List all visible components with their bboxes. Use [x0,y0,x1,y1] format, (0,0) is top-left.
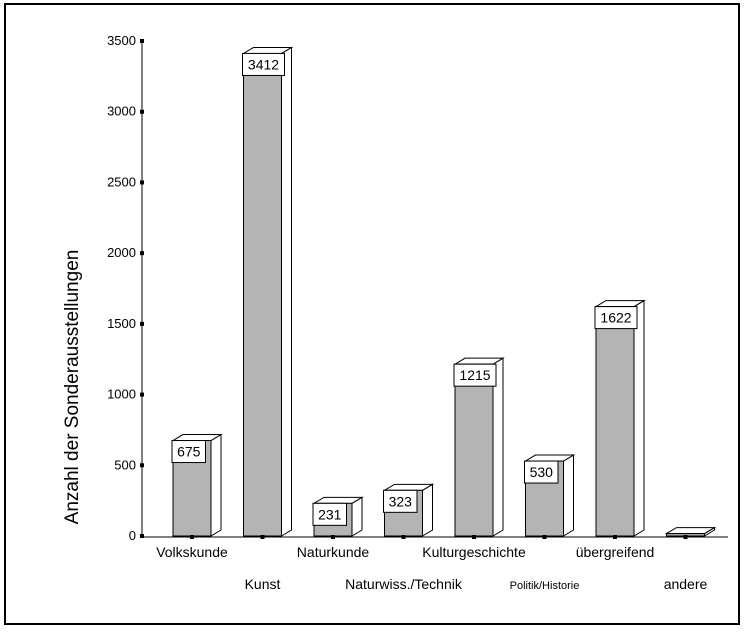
y-tick-label: 3000 [107,104,136,119]
value-label-box: 323 [383,489,418,513]
value-label-bg [312,502,347,526]
y-tick-mark [140,321,144,326]
bar-3: 231 [312,496,364,537]
bar-5: 1215 [453,357,505,537]
x-category-label: übergreifend [576,544,655,560]
bar-side [281,46,292,537]
value-label: 1215 [459,367,490,383]
bar-side [563,454,574,537]
value-label-box: 3412 [242,52,285,76]
x-tick-mark [542,535,547,539]
bar-4: 323 [382,483,435,537]
value-label: 231 [318,506,342,522]
y-tick-mark [140,392,144,397]
y-tick-mark [140,39,144,43]
x-category-label: Volkskunde [156,544,228,560]
y-tick-mark [140,463,144,468]
bars: 675 3412 231 323 1215 530 1622 [171,46,717,537]
bar-8 [664,526,717,537]
value-label-bg [453,363,497,387]
bar-6: 530 [523,454,576,537]
bar-side [633,299,645,537]
x-tick-mark [190,535,194,539]
bar-front [243,52,282,537]
value-label-bg [594,306,638,330]
bar-1: 675 [171,433,223,537]
x-category-label: Kunst [245,576,281,592]
value-label-box: 675 [171,440,206,464]
value-label-bg [383,489,418,513]
x-category-label: Kulturgeschichte [422,544,526,560]
y-tick-mark [140,534,144,538]
y-tick-label: 2000 [107,245,136,260]
y-tick-mark [140,251,144,256]
value-label: 530 [530,464,554,480]
value-label: 1622 [600,310,631,326]
value-label: 675 [177,444,201,460]
x-category-label: Naturwiss./Technik [345,576,463,592]
y-axis-title: Anzahl der Sonderausstellungen [62,250,83,525]
value-label-bg [242,52,285,76]
bar-front [595,306,635,537]
y-axis: 0 500 1000 1500 2000 2500 3000 3500 [107,33,144,543]
value-label-box: 530 [524,460,559,484]
x-tick-mark [613,535,617,539]
x-tick-mark [472,535,476,539]
y-tick-label: 0 [129,528,136,543]
bar-2: 3412 [241,46,294,537]
y-tick-label: 1500 [107,316,136,331]
x-category-label: andere [664,576,708,592]
x-category-label: Naturkunde [297,544,370,560]
value-label-bg [171,440,206,464]
value-label-bg [524,460,559,484]
y-tick-label: 1000 [107,387,136,402]
x-tick-mark [260,535,265,539]
y-tick-label: 2500 [107,174,136,189]
x-axis: Volkskunde Kunst Naturkunde Naturwiss./Tech… [142,535,728,592]
y-tick-mark [140,180,144,185]
bar-side [351,496,363,537]
bar-side [422,483,433,537]
value-label-box: 1215 [453,363,497,387]
y-tick-label: 500 [114,457,136,472]
bar-side [210,433,222,537]
bar-front [454,363,494,537]
x-tick-mark [331,535,335,539]
value-label: 3412 [248,56,279,72]
bar-7: 1622 [594,299,646,537]
value-label: 323 [389,493,413,509]
y-tick-label: 3500 [107,33,136,48]
y-tick-mark [140,109,144,114]
x-tick-mark [401,535,406,539]
value-label-box: 231 [312,502,347,526]
value-label-box: 1622 [594,306,638,330]
x-category-label: Politik/Historie [510,580,580,592]
x-tick-mark [683,535,688,539]
